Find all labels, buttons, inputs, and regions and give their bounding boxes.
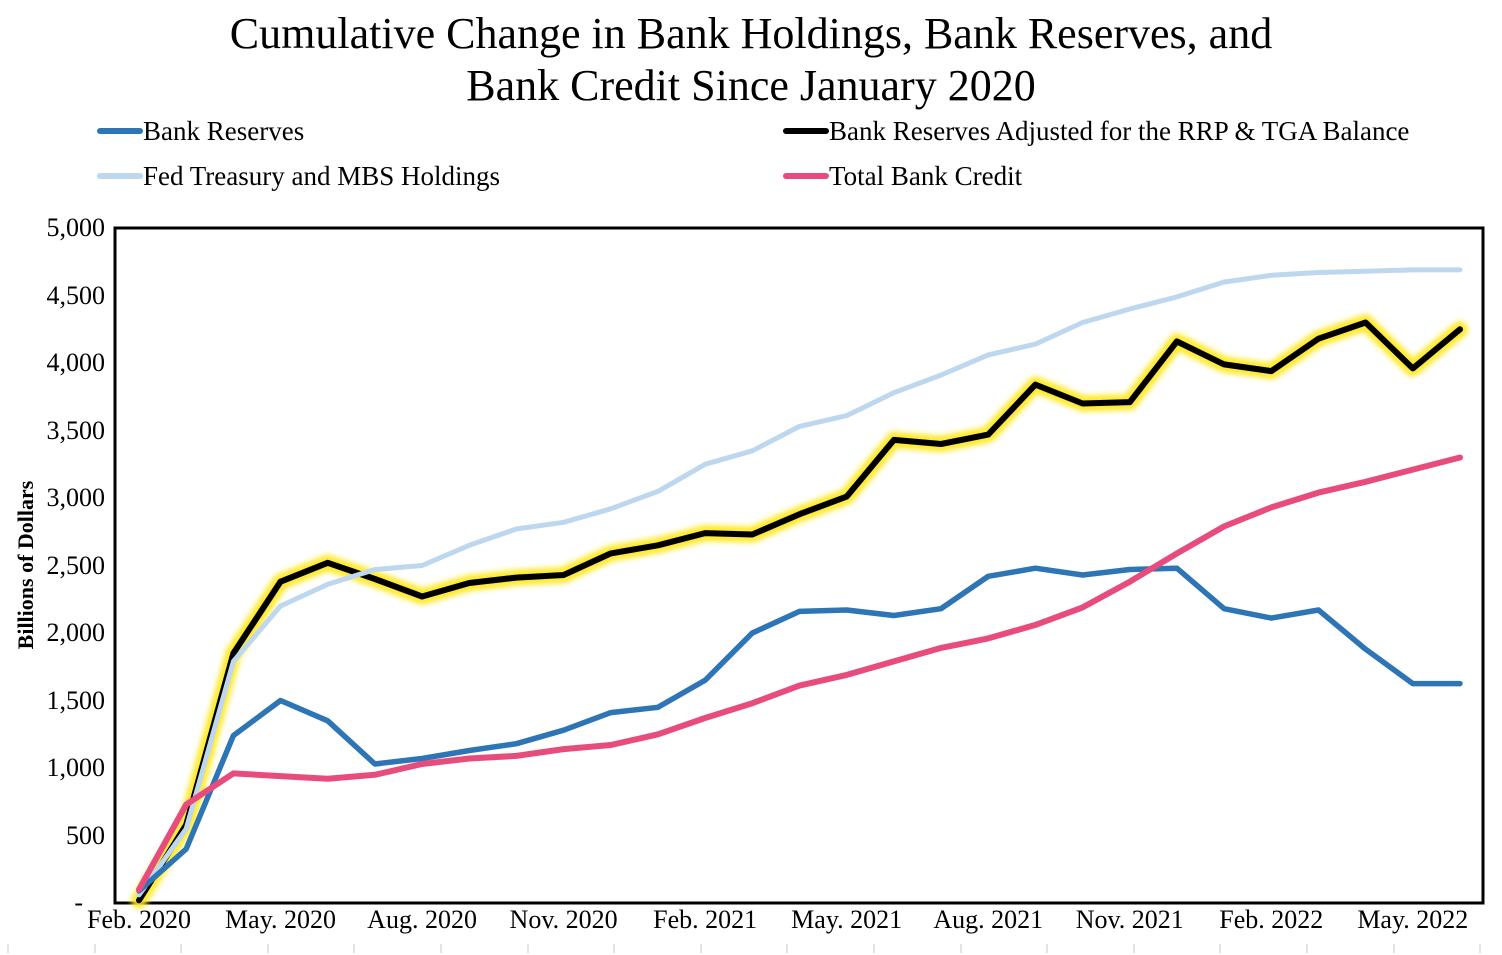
y-tick-label: 1,500	[46, 685, 106, 715]
x-tick-label: May. 2020	[225, 905, 337, 934]
legend-label: Fed Treasury and MBS Holdings	[143, 161, 501, 191]
faint-tick	[786, 944, 789, 953]
faint-tick	[1479, 944, 1482, 953]
bank-reserves-line-swatch	[97, 128, 143, 134]
legend-item-total-bank-credit: Total Bank Credit	[783, 161, 1022, 191]
faint-tick	[1219, 944, 1222, 953]
faint-tick	[526, 944, 529, 953]
x-tick-label: Feb. 2020	[87, 905, 191, 934]
x-tick-label: Aug. 2021	[933, 905, 1044, 934]
x-tick-label: May. 2021	[791, 905, 903, 934]
legend-label: Total Bank Credit	[829, 161, 1023, 191]
plot-border	[113, 226, 1485, 905]
faint-tick	[266, 944, 269, 953]
line-bank-reserves	[136, 565, 1463, 894]
line-total-bank-credit	[136, 454, 1463, 893]
legend-item-fed-holdings: Fed Treasury and MBS Holdings	[97, 161, 500, 191]
y-tick-label: 3,000	[46, 483, 106, 512]
faint-tick	[1306, 944, 1308, 953]
faint-tick	[699, 944, 702, 953]
y-tick-label: 1,000	[46, 753, 106, 782]
y-tick-label: 3,500	[46, 415, 106, 445]
faint-tick	[180, 944, 183, 953]
faint-tick	[1046, 944, 1049, 953]
legend-label: Bank Reserves Adjusted for the RRP & TGA…	[829, 116, 1410, 146]
faint-tick	[1392, 944, 1395, 953]
y-tick-label: 5,000	[46, 213, 106, 242]
total-bank-credit-line-swatch	[783, 173, 829, 179]
x-tick-label: Feb. 2022	[1219, 905, 1324, 934]
faint-tick	[613, 944, 616, 953]
line-fed-holdings	[136, 267, 1463, 898]
chart-title-line1: Cumulative Change in Bank Holdings, Bank…	[229, 9, 1273, 58]
x-tick-label: Feb. 2021	[653, 905, 758, 934]
y-tick-label: 4,500	[46, 280, 106, 310]
legend-label: Bank Reserves	[143, 116, 305, 146]
x-tick-label: May. 2022	[1357, 905, 1469, 934]
faint-tick	[959, 944, 962, 953]
faint-tick	[873, 944, 875, 953]
y-tick-label: 4,000	[46, 348, 106, 377]
y-tick-label: -	[74, 888, 83, 917]
y-tick-label: 2,500	[46, 550, 106, 580]
x-tick-label: Nov. 2020	[509, 905, 618, 934]
chart-title-line2: Bank Credit Since January 2020	[466, 61, 1036, 110]
faint-tick	[1132, 944, 1135, 953]
y-tick-label: 2,000	[46, 618, 106, 647]
chart-title: Cumulative Change in Bank Holdings, Bank…	[0, 8, 1502, 112]
faint-tick	[440, 944, 442, 953]
faint-tick	[7, 944, 9, 953]
fed-holdings-line-swatch	[97, 173, 143, 179]
x-tick-label: Nov. 2021	[1075, 905, 1184, 934]
faint-tick	[353, 944, 356, 953]
legend-item-adjusted-reserves: Bank Reserves Adjusted for the RRP & TGA…	[783, 116, 1409, 146]
y-tick-label: 500	[66, 820, 105, 850]
adjusted-reserves-line-swatch	[783, 128, 829, 134]
faint-tick	[93, 944, 96, 953]
x-tick-label: Aug. 2020	[367, 905, 477, 934]
legend-item-bank-reserves: Bank Reserves	[97, 116, 304, 146]
